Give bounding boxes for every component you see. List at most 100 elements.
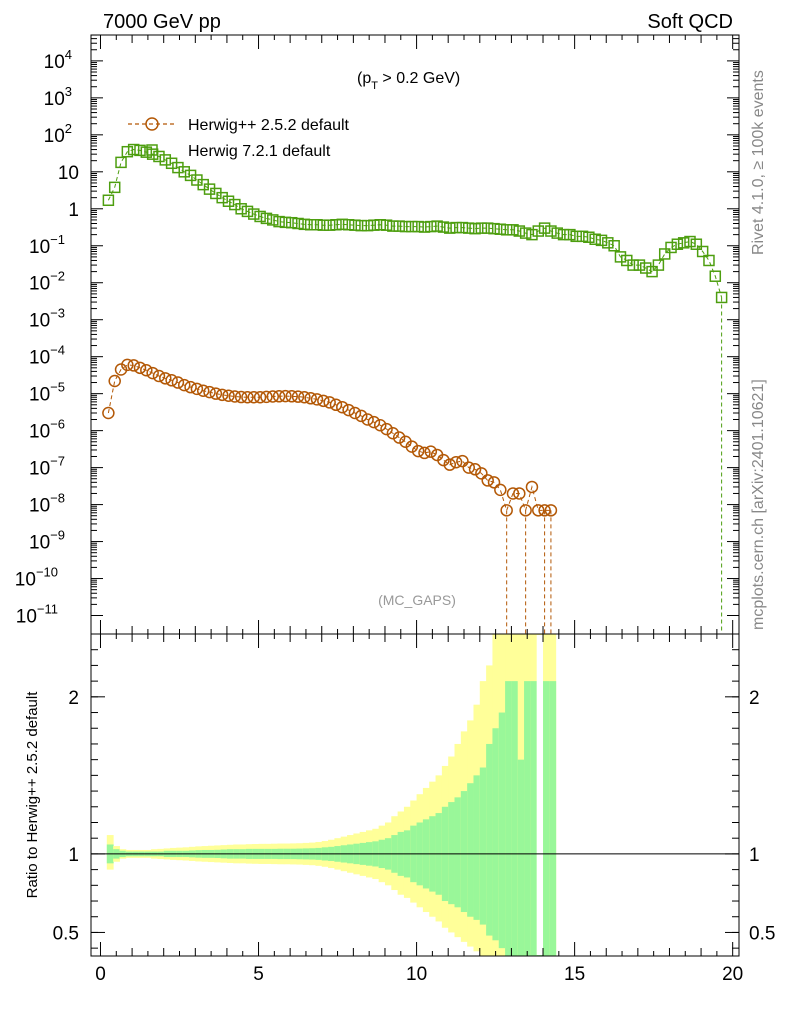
data-point-herwigpp [361, 413, 374, 426]
data-point-herwig7 [159, 154, 172, 166]
data-point-herwigpp [386, 426, 400, 440]
data-point-herwigpp [538, 504, 551, 517]
data-point-herwig7 [349, 219, 361, 231]
data-point-herwigpp [203, 385, 216, 399]
data-point-herwigpp [159, 372, 172, 385]
data-point-herwig7 [715, 291, 728, 304]
header-left: 7000 GeV pp [103, 11, 221, 33]
data-point-herwigpp [367, 415, 381, 429]
main-y-tick-label: 10−6 [29, 417, 65, 443]
data-point-herwig7 [323, 219, 336, 231]
main-y-tick-base: 1 [68, 200, 79, 221]
main-y-tick-label: 102 [44, 121, 72, 147]
data-point-herwig7 [665, 241, 677, 254]
data-point-herwigpp [133, 361, 147, 375]
legend-marker-circle [145, 117, 159, 131]
main-panel: (MC_GAPS) 10−1110−1010−910−810−710−610−5… [15, 34, 740, 635]
data-point-herwig7 [551, 227, 563, 239]
data-point-herwigpp [177, 378, 191, 392]
main-y-tick-exp: −8 [50, 491, 65, 506]
data-point-herwig7 [494, 223, 507, 235]
data-point-herwig7 [462, 222, 475, 234]
legend-entry-herwig7: Herwig 7.2.1 default [146, 143, 331, 160]
data-point-herwig7 [658, 248, 671, 260]
data-point-herwig7 [652, 259, 665, 271]
watermark-label: (MC_GAPS) [378, 592, 456, 608]
data-point-herwigpp [348, 406, 362, 420]
data-point-herwig7 [178, 166, 190, 178]
ratio-band-inner [473, 775, 481, 920]
data-point-herwigpp [437, 453, 450, 467]
ratio-band-inner [530, 681, 538, 956]
data-point-herwigpp [171, 376, 185, 389]
main-y-tick-base: 10 [29, 459, 50, 480]
data-point-herwig7 [374, 218, 386, 231]
data-point-herwig7 [393, 220, 405, 232]
data-point-herwigpp [266, 390, 280, 403]
data-point-herwig7 [418, 221, 431, 233]
data-point-herwigpp [102, 406, 115, 420]
main-y-tick-base: 10 [15, 570, 36, 591]
data-point-herwigpp [405, 440, 419, 453]
data-point-herwig7 [229, 198, 241, 211]
data-point-herwigpp [190, 382, 204, 396]
data-point-herwig7 [387, 220, 399, 232]
ratio-y-ticks: 0.5 0.5 1 1 2 2 [53, 649, 775, 949]
data-point-herwig7 [709, 270, 722, 282]
data-point-herwig7 [640, 262, 652, 274]
x-tick-label: 0 [95, 964, 106, 985]
legend-marker-square [146, 144, 158, 156]
ratio-band-inner [460, 791, 468, 913]
pt-cut-annotation: (pT > 0.2 GeV) [357, 70, 460, 92]
data-point-herwig7 [285, 216, 298, 229]
ratio-band-gap [536, 635, 544, 955]
data-point-herwig7 [500, 224, 513, 236]
main-y-tick-exp: −10 [36, 565, 58, 580]
main-y-tick-label: 10−9 [29, 528, 65, 554]
data-point-herwigpp [114, 363, 128, 376]
data-point-herwigpp [462, 461, 475, 474]
main-y-tick-base: 10 [16, 607, 37, 628]
pt-annot-main: (p [357, 70, 371, 87]
legend: Herwig++ 2.5.2 default Herwig 7.2.1 defa… [128, 117, 350, 160]
data-point-herwigpp [310, 393, 324, 406]
main-y-tick-base: 10 [29, 348, 50, 369]
ratio-band-inner [517, 759, 525, 956]
data-point-herwig7 [696, 245, 709, 258]
data-point-herwig7 [172, 161, 184, 174]
ratio-band-inner [492, 728, 500, 941]
data-point-herwig7 [311, 218, 323, 231]
data-point-herwig7 [134, 144, 146, 157]
legend-label-herwig7: Herwig 7.2.1 default [188, 143, 331, 160]
data-point-herwigpp [140, 363, 153, 377]
data-point-herwigpp [519, 504, 532, 517]
main-y-tick-label: 10−3 [29, 306, 65, 332]
data-point-herwig7 [538, 222, 551, 234]
data-point-herwig7 [475, 222, 488, 234]
data-point-herwigpp [373, 418, 387, 432]
legend-label-herwigpp: Herwig++ 2.5.2 default [188, 117, 350, 134]
main-y-tick-exp: −7 [50, 454, 65, 469]
data-point-herwigpp [392, 431, 406, 444]
data-point-herwig7 [583, 231, 595, 243]
main-y-tick-base: 10 [29, 274, 50, 295]
data-point-herwigpp [481, 474, 494, 487]
data-point-herwig7 [102, 194, 115, 207]
data-point-herwig7 [431, 220, 443, 232]
main-y-tick-exp: −3 [50, 306, 65, 321]
legend-entry-herwigpp: Herwig++ 2.5.2 default [128, 117, 350, 134]
data-point-herwigpp [228, 390, 242, 403]
main-y-tick-exp: −6 [50, 417, 65, 432]
ratio-y-label: Ratio to Herwig++ 2.5.2 default [24, 691, 41, 899]
main-y-tick-exp: −4 [50, 343, 65, 358]
data-point-herwig7 [380, 219, 393, 231]
data-point-herwigpp [165, 374, 178, 387]
data-point-herwigpp [317, 394, 330, 408]
data-point-herwig7 [241, 205, 254, 218]
data-point-herwig7 [425, 220, 437, 233]
main-y-tick-base: 10 [29, 533, 50, 554]
data-point-herwig7 [273, 215, 285, 228]
main-y-ticks: 10−1110−1010−910−810−710−610−510−410−310… [15, 34, 739, 628]
header-right: Soft QCD [647, 11, 733, 33]
data-point-herwigpp [329, 398, 343, 412]
